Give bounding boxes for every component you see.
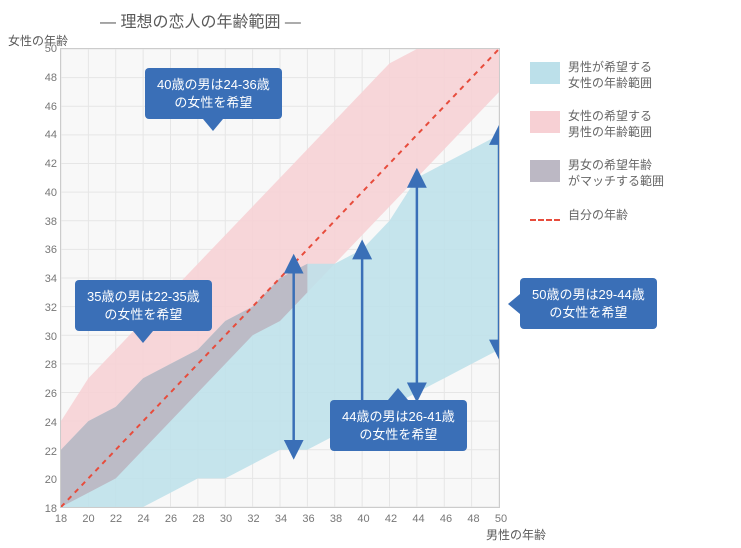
legend-swatch-male	[530, 62, 560, 84]
x-axis-label: 男性の年齢	[486, 526, 546, 543]
callout-44: 44歳の男は26-41歳の女性を希望	[330, 400, 467, 451]
chart-title: ― 理想の恋人の年齢範囲 ―	[100, 8, 301, 32]
legend-male: 男性が希望する女性の年齢範囲	[530, 60, 664, 91]
callout-40: 40歳の男は24-36歳の女性を希望	[145, 68, 282, 119]
callout-50: 50歳の男は29-44歳の女性を希望	[520, 278, 657, 329]
legend-label-overlap: 男女の希望年齢がマッチする範囲	[568, 158, 664, 189]
legend: 男性が希望する女性の年齢範囲 女性の希望する男性の年齢範囲 男女の希望年齢がマッ…	[530, 60, 664, 248]
legend-label-self: 自分の年齢	[568, 208, 628, 224]
legend-swatch-overlap	[530, 160, 560, 182]
legend-label-male: 男性が希望する女性の年齢範囲	[568, 60, 652, 91]
legend-self: 自分の年齢	[530, 208, 664, 230]
legend-swatch-female	[530, 111, 560, 133]
legend-female: 女性の希望する男性の年齢範囲	[530, 109, 664, 140]
callout-35: 35歳の男は22-35歳の女性を希望	[75, 280, 212, 331]
legend-swatch-self-line	[530, 208, 560, 230]
legend-label-female: 女性の希望する男性の年齢範囲	[568, 109, 652, 140]
legend-overlap: 男女の希望年齢がマッチする範囲	[530, 158, 664, 189]
